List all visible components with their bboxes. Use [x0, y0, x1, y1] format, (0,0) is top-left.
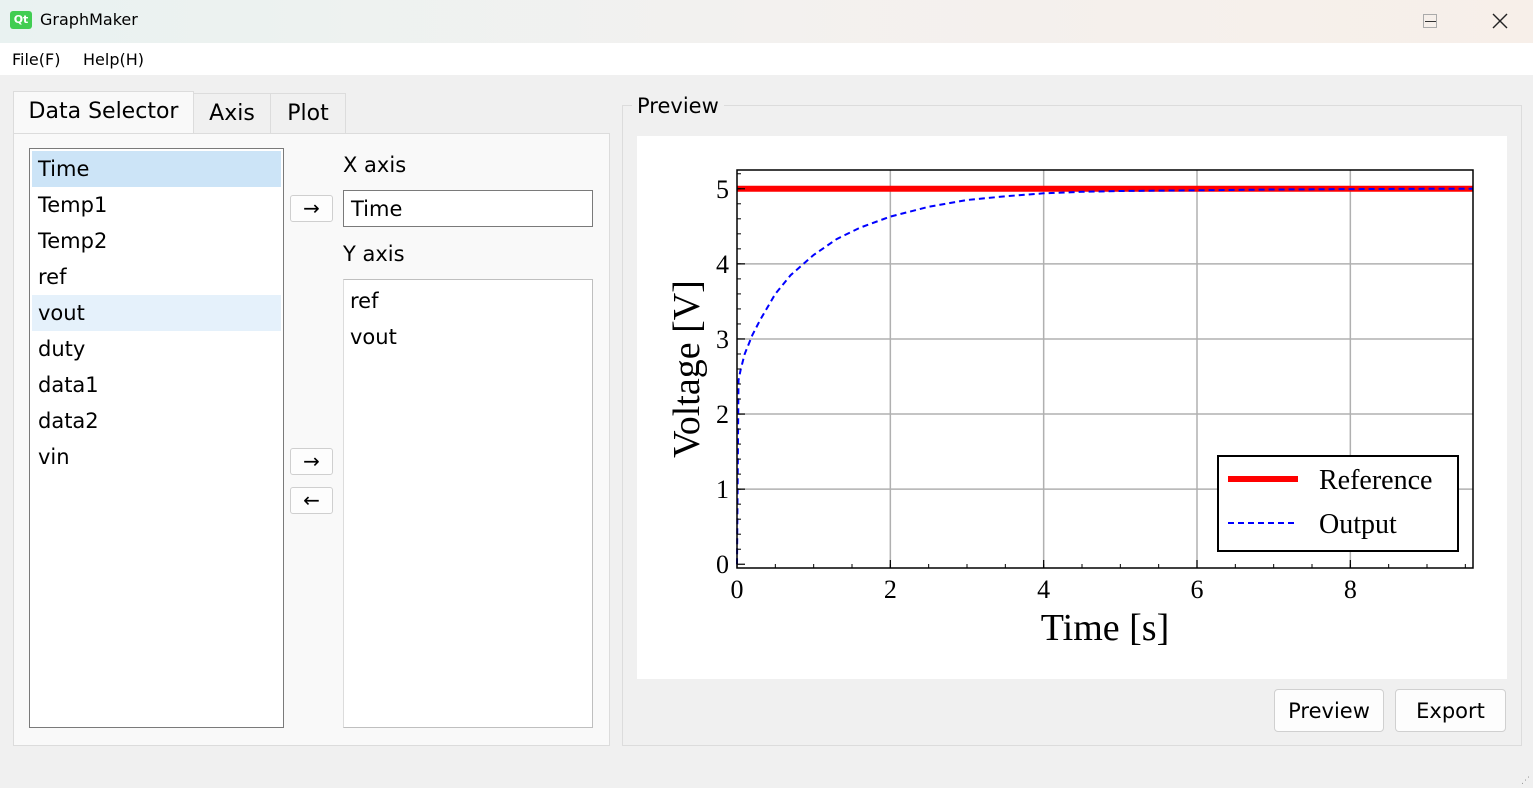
y-tick-label: 0: [716, 550, 729, 579]
export-button[interactable]: Export: [1395, 689, 1506, 732]
preview-group: [622, 105, 1522, 746]
legend-box: [1217, 455, 1459, 552]
menu-bar: File(F) Help(H): [0, 43, 1533, 75]
legend-output-label: Output: [1319, 509, 1397, 540]
legend-reference-label: Reference: [1319, 465, 1432, 496]
close-button[interactable]: [1465, 0, 1533, 43]
tab-axis[interactable]: Axis: [193, 93, 271, 133]
tab-plot[interactable]: Plot: [270, 93, 346, 133]
window-title: GraphMaker: [40, 10, 138, 29]
qt-logo-icon: Qt: [10, 11, 32, 29]
list-item[interactable]: Time: [32, 151, 281, 187]
x-tick-label: 2: [884, 575, 897, 604]
menu-help[interactable]: Help(H): [83, 50, 144, 69]
series-line-output: [736, 187, 1473, 565]
x-axis-title: Time [s]: [1041, 607, 1169, 649]
legend: Reference Output: [1217, 455, 1459, 552]
y-tick-label: 1: [716, 475, 729, 504]
chart: 0 2 4 6 8 0 1 2 3 4 5 Time [s] Voltage [V] Referen…: [666, 169, 1474, 649]
column-list[interactable]: Time Temp1 Temp2 ref vout duty data1 dat…: [29, 148, 284, 728]
list-item[interactable]: Temp2: [38, 229, 108, 253]
x-tick-label: 6: [1191, 575, 1204, 604]
resize-grip[interactable]: ⋰: [1521, 776, 1530, 786]
minimize-button[interactable]: [1395, 0, 1465, 43]
title-bar: Qt GraphMaker: [0, 0, 1533, 43]
preview-button[interactable]: Preview: [1274, 689, 1384, 732]
tab-data-selector[interactable]: Data Selector: [13, 91, 194, 134]
preview-group-title: Preview: [632, 94, 724, 118]
list-item[interactable]: data2: [38, 409, 99, 433]
y-axis-title: Voltage [V]: [666, 280, 708, 458]
remove-y-axis-button[interactable]: ←: [290, 487, 333, 514]
y-axis-list[interactable]: ref vout: [343, 279, 593, 728]
list-item[interactable]: ref: [38, 265, 67, 289]
x-tick-label: 8: [1344, 575, 1357, 604]
y-tick-label: 3: [716, 325, 729, 354]
list-item[interactable]: Temp1: [38, 193, 108, 217]
list-item[interactable]: vout: [350, 325, 397, 349]
add-y-axis-button[interactable]: →: [290, 448, 333, 475]
x-tick-label: 0: [731, 575, 744, 604]
x-axis-label: X axis: [343, 153, 407, 177]
menu-file[interactable]: File(F): [12, 50, 61, 69]
x-tick-label: 4: [1037, 575, 1050, 604]
list-item[interactable]: data1: [38, 373, 99, 397]
y-tick-label: 4: [716, 250, 729, 279]
plot-canvas: 0 2 4 6 8 0 1 2 3 4 5 Time [s] Voltage [V] Referen…: [637, 136, 1507, 679]
list-item[interactable]: vin: [38, 445, 70, 469]
list-item[interactable]: ref: [350, 289, 379, 313]
y-axis-label: Y axis: [343, 242, 405, 266]
close-icon: [1492, 13, 1508, 29]
y-tick-label: 2: [716, 400, 729, 429]
x-axis-field[interactable]: Time: [343, 190, 593, 227]
maximize-button[interactable]: [1423, 0, 1493, 43]
y-tick-label: 5: [716, 175, 729, 204]
add-x-axis-button[interactable]: →: [290, 195, 333, 222]
list-item[interactable]: duty: [38, 337, 86, 361]
list-item[interactable]: vout: [32, 295, 281, 331]
